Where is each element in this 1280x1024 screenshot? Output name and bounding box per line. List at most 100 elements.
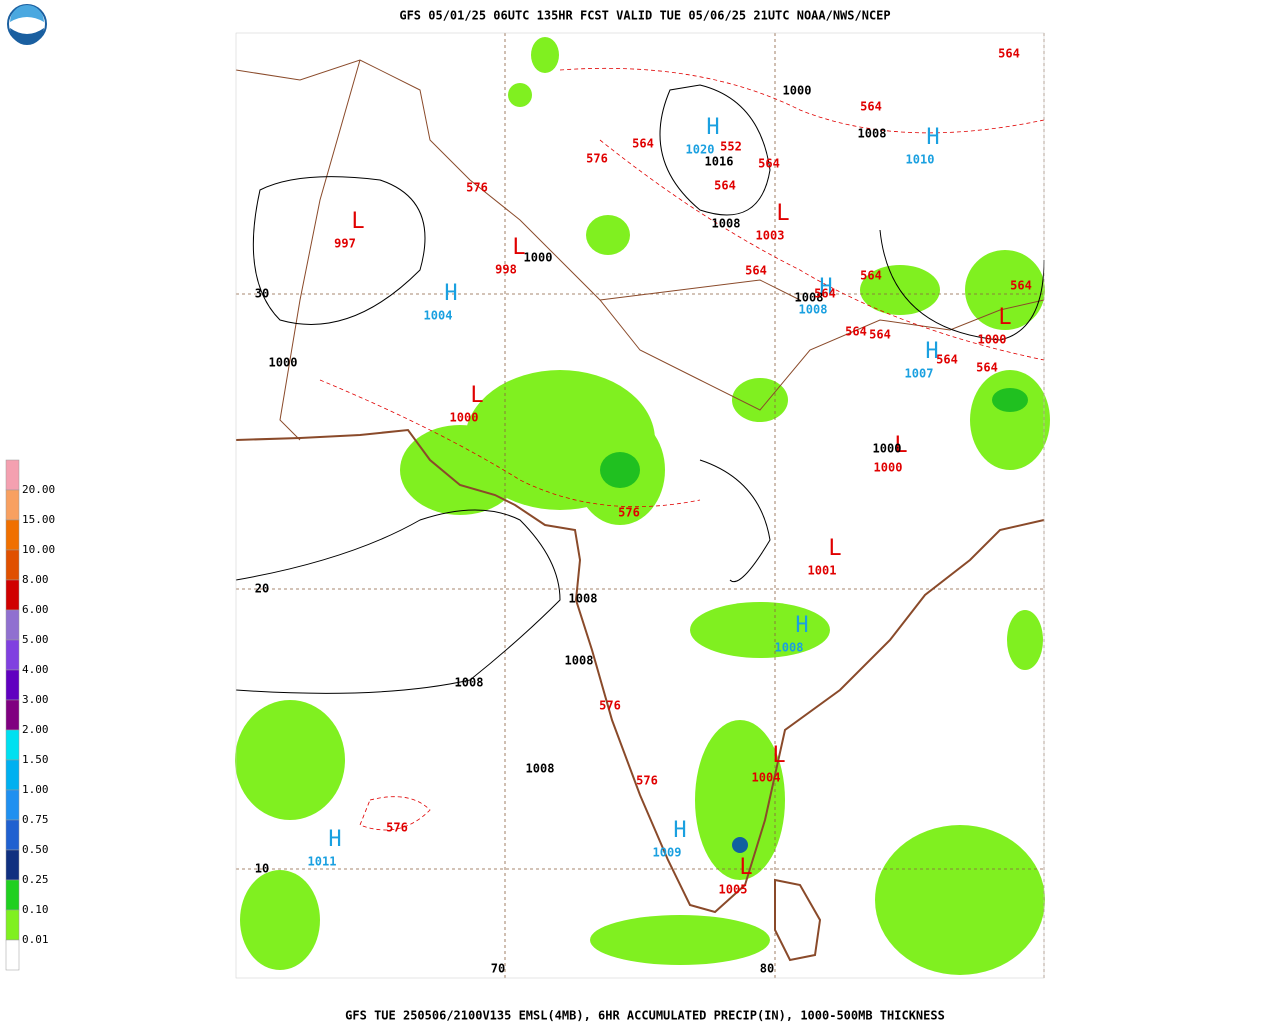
pressure-symbol: H bbox=[925, 339, 938, 364]
pressure-value: 1008 bbox=[799, 303, 828, 317]
isobar-label: 1000 bbox=[873, 442, 902, 456]
isobar-label: 1000 bbox=[524, 251, 553, 265]
map-footer: GFS TUE 250506/2100V135 EMSL(4MB), 6HR A… bbox=[345, 1009, 945, 1023]
pressure-value: 1000 bbox=[978, 333, 1007, 347]
pressure-value: 1007 bbox=[905, 367, 934, 381]
legend-swatch bbox=[5, 669, 20, 701]
pressure-value: 1011 bbox=[308, 855, 337, 869]
isobar-label: 1008 bbox=[565, 654, 594, 668]
pressure-symbol: H bbox=[444, 281, 457, 306]
pressure-symbol: L bbox=[776, 201, 789, 226]
pressure-value: 1000 bbox=[874, 461, 903, 475]
legend-label: 3.00 bbox=[22, 693, 49, 706]
thickness-label: 564 bbox=[869, 328, 891, 342]
legend-swatch bbox=[5, 789, 20, 821]
lon-label: 80 bbox=[760, 962, 774, 976]
pressure-value: 997 bbox=[334, 237, 356, 251]
pressure-symbol: H bbox=[819, 275, 832, 300]
pressure-symbol: H bbox=[673, 818, 686, 843]
legend-label: 2.00 bbox=[22, 723, 49, 736]
thickness-label: 564 bbox=[745, 264, 767, 278]
legend-label: 0.75 bbox=[22, 813, 49, 826]
isobar-label: 1008 bbox=[712, 217, 741, 231]
map-title: GFS 05/01/25 06UTC 135HR FCST VALID TUE … bbox=[399, 9, 890, 23]
thickness-contours bbox=[319, 67, 1045, 831]
legend-swatch bbox=[5, 759, 20, 791]
pressure-symbol: L bbox=[470, 383, 483, 408]
isobar-label: 1000 bbox=[269, 356, 298, 370]
thickness-label: 576 bbox=[466, 181, 488, 195]
lat-label: 20 bbox=[255, 582, 269, 596]
legend-swatch bbox=[5, 849, 20, 881]
pressure-symbol: L bbox=[894, 433, 907, 458]
legend-swatch bbox=[5, 879, 20, 911]
thickness-label: 564 bbox=[860, 100, 882, 114]
legend-label: 1.50 bbox=[22, 753, 49, 766]
thickness-label: 564 bbox=[845, 325, 867, 339]
legend-swatch bbox=[5, 639, 20, 671]
pressure-value: 1009 bbox=[653, 846, 682, 860]
pressure-value: 1020 bbox=[686, 143, 715, 157]
legend-label: 0.10 bbox=[22, 903, 49, 916]
thickness-label: 564 bbox=[936, 353, 958, 367]
legend: 20.00 15.00 10.00 8.00 6.00 5.00 4.00 3.00 2.00 1… bbox=[5, 459, 55, 971]
isobars bbox=[235, 84, 1045, 694]
thickness-label: 564 bbox=[1010, 279, 1032, 293]
thickness-label: 564 bbox=[998, 47, 1020, 61]
legend-label: 15.00 bbox=[22, 513, 55, 526]
legend-label: 10.00 bbox=[22, 543, 55, 556]
lon-label: 70 bbox=[491, 962, 505, 976]
legend-label: 1.00 bbox=[22, 783, 49, 796]
legend-label: 8.00 bbox=[22, 573, 49, 586]
legend-label: 6.00 bbox=[22, 603, 49, 616]
thickness-label: 564 bbox=[814, 287, 836, 301]
lat-label: 10 bbox=[255, 862, 269, 876]
isobar-label: 1008 bbox=[858, 127, 887, 141]
isobar-label: 1008 bbox=[569, 592, 598, 606]
thickness-label: 576 bbox=[618, 506, 640, 520]
legend-swatch bbox=[5, 909, 20, 941]
map-frame bbox=[235, 32, 1045, 979]
legend-label: 5.00 bbox=[22, 633, 49, 646]
pressure-symbol: L bbox=[772, 743, 785, 768]
pressure-symbol: L bbox=[998, 305, 1011, 330]
lat-label: 30 bbox=[255, 287, 269, 301]
pressure-value: 1008 bbox=[775, 641, 804, 655]
legend-swatch bbox=[5, 609, 20, 641]
thickness-label: 564 bbox=[860, 269, 882, 283]
borders bbox=[235, 59, 1045, 441]
pressure-value: 998 bbox=[495, 263, 517, 277]
legend-label: 0.50 bbox=[22, 843, 49, 856]
pressure-value: 1001 bbox=[808, 564, 837, 578]
legend-swatch bbox=[5, 489, 20, 521]
pressure-value: 1000 bbox=[450, 411, 479, 425]
thickness-label: 564 bbox=[758, 157, 780, 171]
legend-label: 0.25 bbox=[22, 873, 49, 886]
pressure-value: 1003 bbox=[756, 229, 785, 243]
legend-swatch bbox=[5, 939, 20, 971]
legend-label: 0.01 bbox=[22, 933, 49, 946]
isobar-label: 1008 bbox=[526, 762, 555, 776]
thickness-label: 564 bbox=[714, 179, 736, 193]
thickness-label: 564 bbox=[976, 361, 998, 375]
legend-swatch bbox=[5, 729, 20, 761]
pressure-symbol: L bbox=[828, 536, 841, 561]
pressure-value: 1005 bbox=[719, 883, 748, 897]
pressure-symbol: H bbox=[328, 827, 341, 852]
isobar-label: 1008 bbox=[795, 291, 824, 305]
pressure-value: 1010 bbox=[906, 153, 935, 167]
thickness-label: 576 bbox=[636, 774, 658, 788]
pressure-symbol: L bbox=[351, 209, 364, 234]
legend-swatch bbox=[5, 459, 20, 491]
noaa-logo bbox=[7, 4, 47, 45]
pressure-symbol: L bbox=[739, 855, 752, 880]
legend-swatch bbox=[5, 579, 20, 611]
isobar-label: 1016 bbox=[705, 155, 734, 169]
isobar-label: 1000 bbox=[783, 84, 812, 98]
coastlines bbox=[235, 428, 1045, 962]
thickness-label: 552 bbox=[720, 140, 742, 154]
legend-swatch bbox=[5, 549, 20, 581]
thickness-label: 576 bbox=[586, 152, 608, 166]
pressure-value: 1004 bbox=[752, 771, 781, 785]
